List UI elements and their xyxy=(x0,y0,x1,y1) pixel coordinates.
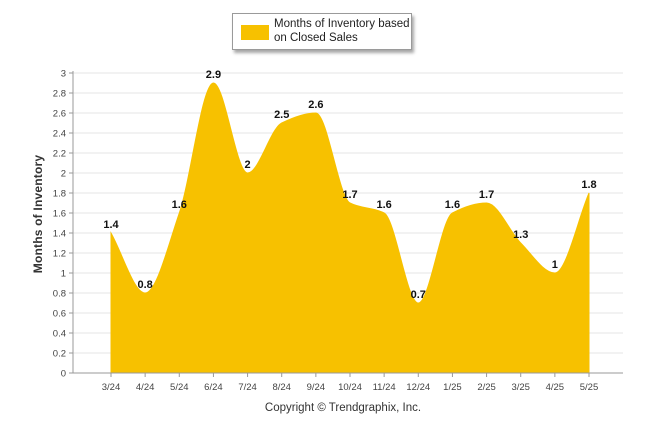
x-tick-label: 11/24 xyxy=(373,382,396,393)
x-tick-label: 5/24 xyxy=(170,382,189,393)
y-tick-label: 0.4 xyxy=(53,329,66,340)
data-labels: 1.4 0.8 1.6 2.9 2 2.5 2.6 1.7 1.6 0.7 1.6 1.7 1.3 1 1.… xyxy=(103,69,596,301)
y-tick-label: 0 xyxy=(61,369,66,380)
data-label: 1.3 xyxy=(513,229,528,241)
y-tick-label: 2.4 xyxy=(53,129,66,140)
x-tick-label: 5/25 xyxy=(580,382,599,393)
data-label: 2 xyxy=(245,159,251,171)
x-tick-label: 1/25 xyxy=(443,382,462,393)
y-tick-label: 0.6 xyxy=(53,309,66,320)
x-tick-label: 3/25 xyxy=(511,382,530,393)
x-tick-labels: 3/24 4/24 5/24 6/24 7/24 8/24 9/24 10/24 11/24 12… xyxy=(102,373,599,393)
data-label: 2.5 xyxy=(274,109,289,121)
x-tick-label: 3/24 xyxy=(102,382,121,393)
data-label: 1.6 xyxy=(172,199,187,211)
data-label: 2.9 xyxy=(206,69,221,81)
y-tick-label: 2.2 xyxy=(53,149,66,160)
data-label: 1.8 xyxy=(581,179,596,191)
x-tick-label: 10/24 xyxy=(338,382,362,393)
data-label: 0.7 xyxy=(411,289,426,301)
y-tick-labels: 0 0.2 0.4 0.6 0.8 1 1.2 1.4 1.6 1.8 2 2.2 2.4 2.6 2.8 3 xyxy=(53,69,66,380)
area-series xyxy=(110,82,590,374)
x-tick-label: 12/24 xyxy=(406,382,430,393)
y-tick-label: 2.6 xyxy=(53,109,66,120)
y-tick-label: 1 xyxy=(61,269,66,280)
x-tick-label: 2/25 xyxy=(477,382,496,393)
x-tick-label: 6/24 xyxy=(204,382,223,393)
x-tick-label: 8/24 xyxy=(272,382,291,393)
area-fill xyxy=(110,82,590,374)
data-label: 1.6 xyxy=(445,199,460,211)
data-label: 1.4 xyxy=(103,219,119,231)
y-tick-label: 1.4 xyxy=(53,229,66,240)
legend-label: Months of Inventory based on Closed Sale… xyxy=(274,18,410,44)
y-tick-label: 1.2 xyxy=(53,249,66,260)
x-tick-label: 9/24 xyxy=(307,382,326,393)
data-label: 2.6 xyxy=(308,99,323,111)
y-tick-label: 0.8 xyxy=(53,289,66,300)
y-tick-label: 0.2 xyxy=(53,349,66,360)
copyright-footer: Copyright © Trendgraphix, Inc. xyxy=(264,402,422,414)
y-tick-label: 2 xyxy=(61,169,66,180)
y-tick-label: 2.8 xyxy=(53,89,66,100)
legend-swatch xyxy=(241,25,269,40)
data-label: 0.8 xyxy=(137,279,152,291)
y-tick-label: 1.6 xyxy=(53,209,66,220)
data-label: 1.7 xyxy=(342,189,357,201)
x-tick-label: 7/24 xyxy=(238,382,257,393)
y-tick-label: 3 xyxy=(61,69,66,80)
x-tick-label: 4/24 xyxy=(136,382,155,393)
x-tick-label: 4/25 xyxy=(546,382,565,393)
axes xyxy=(69,71,623,374)
legend: Months of Inventory based on Closed Sale… xyxy=(232,13,412,50)
data-label: 1 xyxy=(552,259,558,271)
y-axis-title: Months of Inventory xyxy=(31,154,45,274)
y-tick-label: 1.8 xyxy=(53,189,66,200)
data-label: 1.6 xyxy=(376,199,391,211)
data-label: 1.7 xyxy=(479,189,494,201)
